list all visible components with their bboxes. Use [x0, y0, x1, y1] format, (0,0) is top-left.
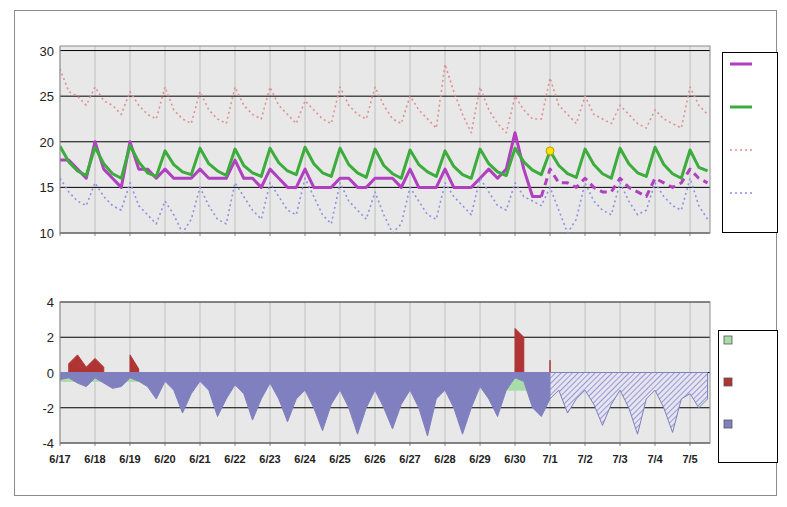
x-grid-line: [620, 46, 621, 233]
x-grid-line: [585, 46, 586, 233]
chart-canvas: 10152025306/176/186/196/206/216/226/236/…: [0, 0, 787, 507]
line: [60, 64, 708, 132]
y-tick-label: 0: [47, 366, 54, 381]
plot-background: [60, 46, 710, 233]
area: [550, 373, 708, 435]
x-grid-line: [480, 46, 481, 233]
y-tick-label: -4: [42, 436, 54, 451]
y-tick-label: -2: [42, 401, 54, 416]
x-tick-label: 6/21: [189, 453, 210, 465]
y-grid-line: [60, 96, 710, 97]
x-grid-line: [550, 46, 551, 233]
grid: [60, 46, 710, 236]
x-tick-label: 6/24: [294, 453, 316, 465]
line: [60, 145, 708, 178]
x-tick-label: 6/17: [49, 453, 70, 465]
y-tick-label: 25: [40, 89, 54, 104]
x-grid-line: [410, 46, 411, 233]
legend-swatch: [730, 192, 752, 194]
plot-background: [60, 302, 710, 443]
y-grid-line: [60, 141, 710, 142]
x-grid-line: [445, 46, 446, 233]
outer-border: [15, 11, 777, 496]
line: [60, 178, 708, 233]
legend-swatch: [724, 420, 732, 428]
x-grid-line: [235, 46, 236, 233]
x-grid-line: [200, 46, 201, 233]
x-grid-line: [165, 46, 166, 233]
series-group: [60, 64, 708, 233]
x-tick-label: 6/27: [399, 453, 420, 465]
x-tick-label: 7/2: [577, 453, 592, 465]
series-group: [60, 328, 708, 436]
y-tick-label: 15: [40, 180, 54, 195]
x-tick-label: 6/22: [224, 453, 245, 465]
x-tick-label: 6/20: [154, 453, 175, 465]
x-tick-label: 6/26: [364, 453, 385, 465]
area: [69, 328, 550, 372]
legend-swatch: [724, 378, 732, 386]
x-tick-label: 6/25: [329, 453, 350, 465]
legend-swatch: [730, 63, 752, 66]
y-tick-label: 20: [40, 135, 54, 150]
x-grid-line: [690, 46, 691, 233]
y-tick-label: 2: [47, 330, 54, 345]
grid: [60, 302, 710, 446]
x-tick-label: 6/23: [259, 453, 280, 465]
x-tick-label: 7/4: [647, 453, 663, 465]
legend-swatch: [730, 106, 752, 109]
y-grid-line: [60, 337, 710, 338]
legend-box: [723, 53, 778, 233]
legend-swatch: [730, 149, 752, 151]
y-tick-label: 30: [40, 44, 54, 59]
x-tick-label: 6/29: [469, 453, 490, 465]
legend-swatch: [724, 336, 732, 344]
legend-box: [719, 331, 778, 463]
x-tick-label: 6/30: [504, 453, 525, 465]
x-tick-label: 6/18: [84, 453, 105, 465]
x-grid-line: [340, 46, 341, 233]
x-grid-line: [130, 46, 131, 233]
x-grid-line: [305, 46, 306, 233]
plot-frame: [60, 302, 710, 443]
x-tick-label: 6/19: [119, 453, 140, 465]
x-tick-label: 6/28: [434, 453, 455, 465]
plot-frame: [60, 46, 710, 233]
point-circle: [546, 147, 554, 155]
x-grid-line: [270, 46, 271, 233]
y-tick-label: 10: [40, 226, 54, 241]
y-tick-label: 4: [47, 295, 54, 310]
x-grid-line: [655, 46, 656, 233]
x-grid-line: [95, 46, 96, 233]
x-tick-label: 7/5: [682, 453, 697, 465]
x-tick-label: 7/3: [612, 453, 627, 465]
y-grid-line: [60, 50, 710, 51]
x-tick-label: 7/1: [542, 453, 557, 465]
area: [60, 373, 550, 436]
x-grid-line: [375, 46, 376, 233]
